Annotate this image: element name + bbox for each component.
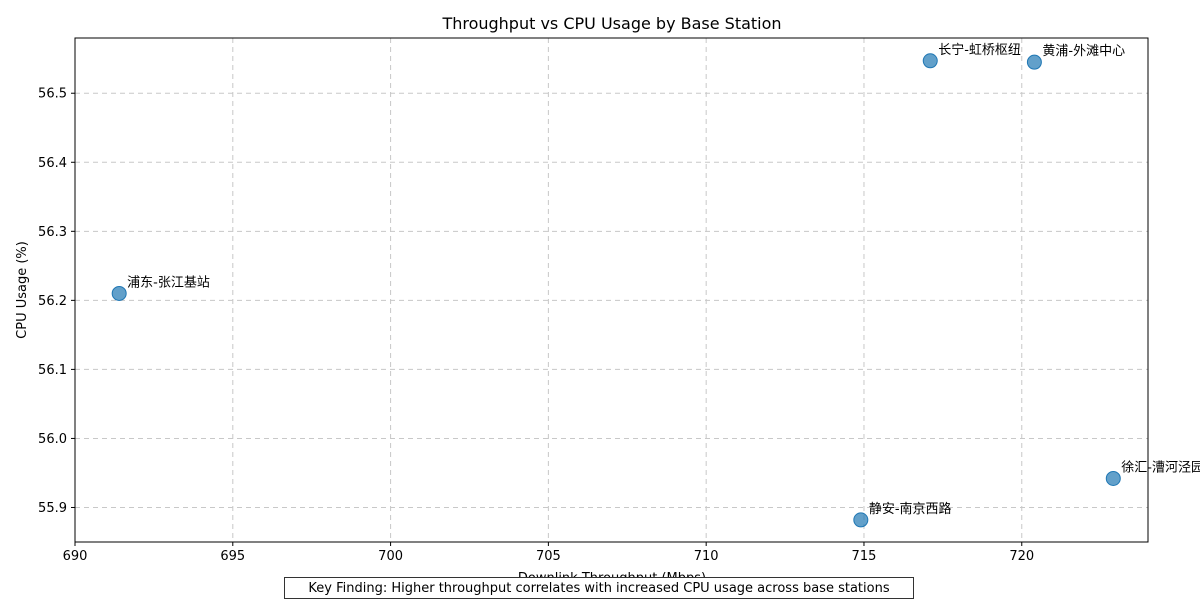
point-label: 浦东-张江基站 [127,275,210,290]
grid-lines [74,38,1148,542]
point-label: 黄浦-外滩中心 [1042,44,1125,59]
x-tick-label: 690 [63,549,88,564]
point-label: 徐汇-漕河泾园区 [1121,460,1200,475]
plot-area [74,37,1149,543]
x-tick-label: 700 [378,549,403,564]
point-label: 长宁-虹桥枢纽 [938,42,1021,58]
point-label: 静安-南京西路 [869,501,952,517]
data-point [853,512,869,528]
x-tick-label: 695 [220,549,245,564]
data-point [1105,470,1121,486]
data-point [922,53,938,69]
x-tick-label: 710 [694,549,719,564]
y-tick-label: 56.1 [38,363,67,378]
y-tick-label: 56.3 [38,225,67,240]
chart-title: Throughput vs CPU Usage by Base Station [441,14,781,33]
y-tick-label: 56.4 [38,156,67,171]
y-tick-label: 56.2 [38,294,67,309]
key-finding-annotation: Key Finding: Higher throughput correlate… [284,577,914,599]
data-points [111,53,1121,528]
x-tick-label: 705 [536,549,561,564]
axis-ticks: 690 695 700 705 710 715 720 55.9 56.0 56.1 56.2 56.… [38,87,1034,564]
data-point [1026,54,1042,70]
x-tick-label: 720 [1009,549,1034,564]
x-tick-label: 715 [852,549,877,564]
y-tick-label: 55.9 [38,501,67,516]
y-axis-label: CPU Usage (%) [15,241,30,339]
y-tick-label: 56.5 [38,87,67,102]
data-point [111,285,127,301]
y-tick-label: 56.0 [38,432,67,447]
